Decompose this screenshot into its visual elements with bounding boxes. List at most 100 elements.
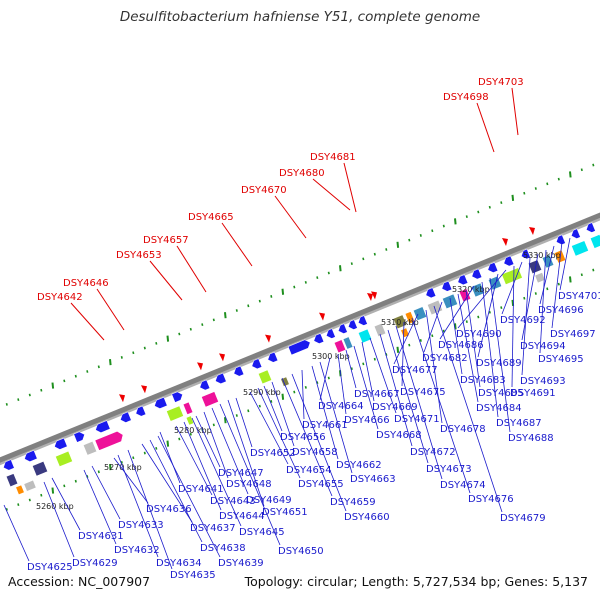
bottom-gene-label: DSY4632	[114, 545, 160, 556]
bottom-gene-label: DSY4677	[392, 365, 438, 376]
gene-feature-shape	[404, 311, 416, 325]
tick-mark-outer	[408, 238, 411, 242]
tick-mark-inner	[212, 423, 215, 427]
gene-forward	[171, 391, 183, 403]
genome-backbone	[0, 212, 600, 463]
tick-mark-inner	[557, 282, 560, 286]
tick-mark-inner	[350, 367, 353, 370]
tick-mark-outer	[224, 312, 227, 319]
red-marker	[141, 385, 147, 394]
bottom-gene-label: DSY4697	[550, 329, 596, 340]
bottom-gene-label: DSY4652	[250, 448, 296, 459]
bottom-label-leader	[319, 361, 353, 474]
bottom-label-leader	[345, 349, 357, 389]
gene-feature-shape	[571, 240, 589, 257]
bottom-gene-label: DSY4673	[426, 464, 472, 475]
bottom-label-leader	[337, 353, 347, 415]
tick-mark-outer	[431, 229, 434, 233]
tick-mark-inner	[281, 393, 285, 400]
gene-feature	[333, 339, 347, 354]
tick-mark-inner	[293, 390, 296, 394]
gene-forward	[233, 365, 245, 377]
bottom-gene-label: DSY4695	[538, 354, 584, 365]
genome-summary: Topology: circular; Length: 5,727,534 bp…	[244, 574, 588, 589]
gene-feature-minor	[23, 479, 37, 492]
bottom-label-leader	[539, 249, 547, 354]
gene-forward-shape	[425, 287, 437, 299]
gene-forward-shape	[95, 420, 111, 433]
gene-feature	[501, 267, 523, 285]
bottom-gene-label: DSY4693	[520, 376, 566, 387]
tick-mark-outer	[523, 191, 526, 195]
tick-mark-inner	[316, 381, 319, 385]
gene-forward-shape	[487, 262, 499, 273]
bottom-gene-label: DSY4676	[468, 494, 514, 505]
gene-forward	[199, 379, 211, 391]
red-marker	[197, 362, 203, 371]
bottom-label-leader	[353, 345, 379, 430]
gene-forward	[585, 222, 596, 233]
tick-mark-inner	[258, 404, 261, 408]
bottom-gene-label: DSY4629	[72, 558, 118, 569]
bottom-gene-label: DSY4636	[146, 504, 192, 515]
gene-feature-minor-shape	[400, 327, 410, 338]
bottom-label-leader	[395, 325, 443, 480]
bottom-gene-label: DSY4643	[210, 496, 256, 507]
gene-feature	[182, 401, 194, 415]
tick-mark-inner	[178, 437, 181, 441]
top-gene-label: DSY4646	[63, 278, 109, 289]
bottom-label-leader	[291, 373, 347, 512]
tick-mark-outer	[270, 295, 273, 298]
gene-forward-shape	[199, 379, 211, 391]
bottom-label-leader	[157, 435, 221, 558]
tick-mark-inner	[465, 320, 468, 324]
bottom-label-leader	[83, 469, 117, 545]
gene-feature	[470, 282, 486, 298]
tick-mark-inner	[5, 507, 8, 511]
gene-feature-shape	[458, 288, 472, 303]
tick-mark-outer	[385, 248, 388, 251]
bottom-label-leader	[257, 387, 301, 479]
gene-forward	[3, 459, 15, 471]
bottom-gene-label: DSY4679	[500, 513, 546, 524]
tick-mark-inner	[442, 329, 445, 333]
accession-label: Accession: NC_007907	[8, 574, 151, 589]
tick-mark-outer	[97, 365, 100, 369]
tick-mark-outer	[132, 351, 135, 355]
gene-forward	[570, 228, 581, 239]
bottom-label-leader	[423, 301, 443, 353]
bottom-gene-label: DSY4672	[410, 447, 456, 458]
tick-mark-outer	[189, 327, 192, 331]
tick-mark-outer	[465, 215, 468, 219]
tick-mark-outer	[293, 285, 296, 289]
gene-feature-shape	[373, 323, 387, 337]
gene-forward-shape	[154, 396, 168, 409]
gene-forward	[325, 328, 336, 339]
bottom-label-leader	[311, 365, 339, 460]
top-gene-label: DSY4665	[188, 212, 234, 223]
top-label-leader	[221, 222, 253, 267]
bottom-gene-label: DSY4625	[27, 562, 73, 573]
tick-mark-inner	[132, 456, 135, 460]
gene-feature	[404, 311, 416, 325]
gene-feature	[392, 314, 408, 330]
gene-forward-shape	[337, 323, 348, 334]
bottom-gene-label: DSY4690	[456, 329, 502, 340]
gene-feature-minor	[185, 415, 195, 426]
tick-mark-inner	[454, 323, 457, 330]
tick-mark-inner	[362, 362, 365, 366]
gene-forward	[425, 287, 437, 299]
bottom-label-leader	[203, 411, 229, 479]
bottom-gene-label: DSY4682	[422, 353, 468, 364]
bottom-label-leader	[539, 245, 555, 305]
tick-mark-outer	[304, 280, 307, 284]
bottom-label-leader	[183, 421, 222, 511]
tick-mark-outer	[373, 252, 376, 256]
bottom-label-leader	[521, 253, 539, 341]
bottom-gene-label: DSY4683	[460, 375, 506, 386]
gene-feature	[94, 430, 124, 451]
map-title: Desulfitobacterium hafniense Y51, comple…	[119, 9, 481, 25]
gene-forward-shape	[120, 411, 132, 423]
tick-mark-inner	[304, 385, 307, 389]
gene-forward-shape	[24, 450, 38, 462]
